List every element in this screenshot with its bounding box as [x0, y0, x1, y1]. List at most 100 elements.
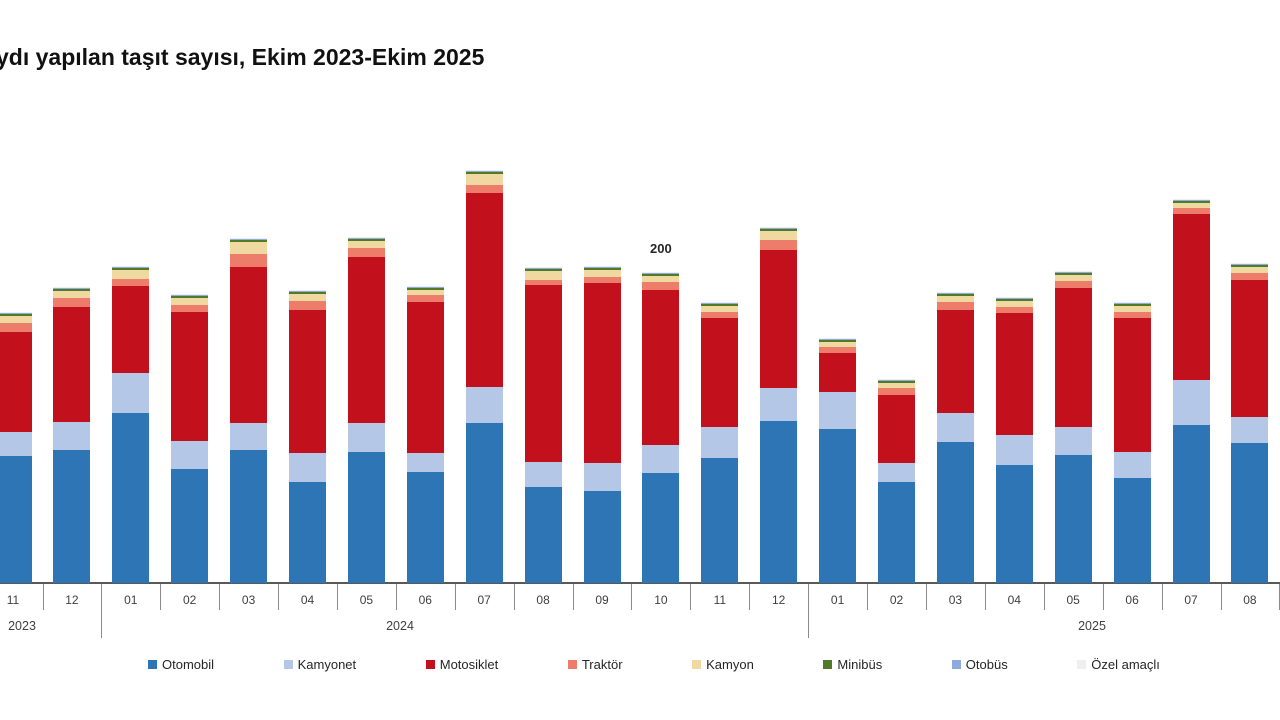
bar-segment-otomobil: [347, 451, 385, 583]
bar-segment-motosiklet: [1054, 288, 1092, 428]
bar-segment-kamyon: [1113, 305, 1151, 312]
bar-segment-ozel_amacli: [878, 379, 915, 381]
bar-segment-minibus: [819, 339, 857, 342]
bar-segment-ozel_amacli: [583, 266, 621, 268]
bar-segment-otobus: [936, 292, 974, 294]
bar-2024-05: [347, 237, 385, 583]
x-axis-month-label: 06: [418, 593, 432, 607]
bar-segment-kamyonet: [936, 412, 974, 442]
bar-segment-kamyon: [1172, 202, 1210, 208]
bar-segment-ozel_amacli: [289, 289, 326, 291]
x-axis-tick: [219, 584, 221, 610]
legend-swatch-icon: [823, 660, 833, 669]
bar-segment-minibus: [289, 291, 326, 294]
bar-segment-traktor: [878, 388, 915, 396]
bar-segment-traktor: [230, 253, 268, 267]
bar-segment-kamyonet: [53, 422, 91, 450]
bar-segment-minibus: [347, 238, 385, 241]
bar-segment-minibus: [171, 296, 209, 299]
bar-segment-traktor: [583, 276, 621, 284]
legend-swatch-icon: [283, 660, 293, 669]
bar-segment-traktor: [1113, 311, 1151, 318]
legend-swatch-icon: [1077, 660, 1087, 669]
bar-2024-07: [465, 170, 503, 583]
bar-segment-kamyon: [936, 295, 974, 302]
bar-segment-otobus: [53, 288, 91, 290]
x-axis-month-label: 04: [1007, 593, 1021, 607]
bar-segment-traktor: [1231, 272, 1269, 280]
bar-segment-motosiklet: [642, 290, 680, 446]
x-axis-year-separator: [808, 584, 810, 638]
bar-2024-09: [583, 266, 621, 583]
x-axis-month-label: 08: [536, 593, 550, 607]
bar-segment-kamyon: [406, 290, 444, 296]
bar-segment-kamyon: [1231, 266, 1269, 273]
bar-segment-otomobil: [53, 449, 91, 583]
bar-segment-otomobil: [171, 468, 209, 583]
bar-segment-traktor: [465, 184, 503, 194]
bar-segment-ozel_amacli: [760, 227, 798, 229]
bar-segment-otomobil: [995, 464, 1033, 583]
bar-segment-motosiklet: [936, 309, 974, 413]
x-axis-line: [0, 582, 1280, 584]
bar-segment-kamyon: [112, 269, 150, 279]
x-axis-tick: [278, 584, 280, 610]
bar-segment-ozel_amacli: [0, 311, 32, 313]
legend-item-minibus: Minibüs: [823, 657, 882, 672]
bar-segment-ozel_amacli: [53, 287, 91, 289]
x-axis-month-label: 07: [477, 593, 491, 607]
bar-segment-kamyon: [230, 242, 268, 254]
bar-segment-kamyonet: [347, 422, 385, 452]
bar-segment-otobus: [1054, 272, 1092, 273]
bar-segment-traktor: [642, 281, 680, 291]
bar-segment-motosiklet: [701, 318, 739, 427]
bar-segment-motosiklet: [524, 284, 562, 462]
bar-segment-otobus: [642, 272, 680, 274]
bar-segment-ozel_amacli: [642, 271, 680, 273]
bar-segment-kamyonet: [701, 426, 739, 458]
x-axis-year-separator: [101, 584, 103, 638]
x-axis-month-label: 05: [359, 593, 374, 607]
bar-2024-08: [524, 267, 562, 583]
bar-segment-otobus: [819, 339, 857, 340]
bar-segment-otobus: [701, 302, 739, 304]
x-axis-month-label: 06: [1125, 593, 1139, 607]
bar-segment-otobus: [1231, 263, 1269, 265]
bar-2023-11: [0, 311, 32, 583]
x-axis-month-label: 01: [830, 593, 845, 607]
x-axis-month-label: 02: [889, 593, 904, 607]
legend-label: Otobüs: [965, 657, 1008, 672]
x-axis-tick: [160, 584, 162, 610]
legend-swatch-icon: [148, 660, 157, 669]
x-axis-month-label: 01: [124, 593, 138, 607]
bar-segment-kamyonet: [1172, 380, 1210, 426]
bar-segment-traktor: [524, 279, 562, 285]
x-axis-month-label: 12: [65, 593, 79, 607]
legend-item-kamyonet: Kamyonet: [283, 657, 356, 672]
bar-segment-otobus: [1172, 200, 1210, 201]
bar-segment-motosiklet: [112, 285, 150, 373]
bar-2025-06: [1113, 301, 1151, 583]
x-axis-month-label: 05: [1066, 593, 1080, 607]
bar-segment-motosiklet: [995, 313, 1033, 435]
bar-segment-kamyonet: [406, 453, 444, 473]
bar-2024-01: [112, 265, 150, 583]
bar-segment-otomobil: [112, 412, 150, 583]
bar-segment-minibus: [701, 303, 739, 306]
bar-segment-otobus: [878, 380, 915, 382]
bar-segment-ozel_amacli: [230, 238, 268, 240]
x-axis-tick: [1043, 584, 1045, 610]
x-axis-tick: [867, 584, 868, 610]
bar-segment-otomobil: [819, 428, 857, 583]
bar-segment-motosiklet: [819, 353, 857, 392]
bar-segment-motosiklet: [289, 309, 326, 453]
bar-segment-otobus: [524, 268, 562, 269]
bar-segment-otomobil: [1231, 443, 1269, 583]
bar-segment-motosiklet: [1172, 214, 1210, 381]
legend-item-kamyon: Kamyon: [692, 657, 754, 672]
bar-segment-otobus: [1113, 302, 1151, 304]
bar-segment-kamyonet: [230, 422, 268, 450]
legend-label: Özel amaçlı: [1091, 657, 1160, 672]
bar-segment-otobus: [112, 266, 150, 268]
bar-segment-traktor: [995, 306, 1033, 314]
